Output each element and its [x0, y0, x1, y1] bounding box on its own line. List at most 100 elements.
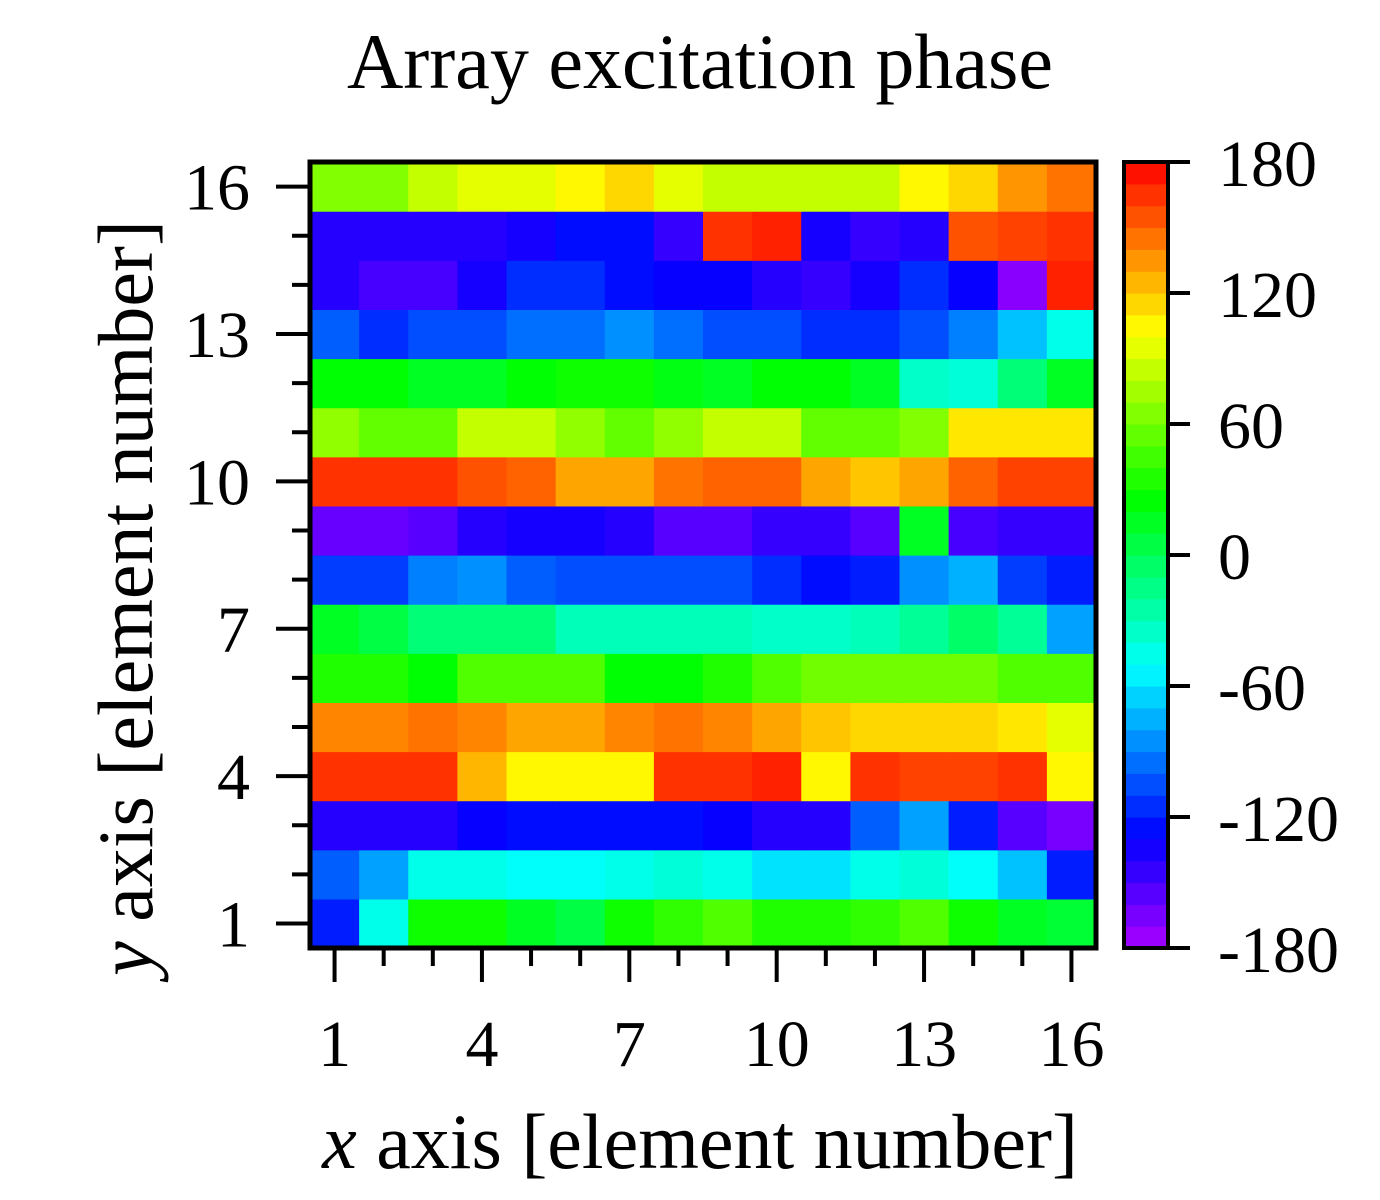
colorbar-segment: [1124, 162, 1168, 185]
heatmap-cell: [359, 211, 409, 261]
heatmap-cell: [506, 653, 557, 703]
heatmap-cell: [1046, 604, 1097, 654]
heatmap-cell: [555, 751, 606, 802]
heatmap-cell: [1046, 702, 1097, 753]
colorbar-tick-label: 120: [1218, 259, 1317, 332]
colorbar-segment: [1124, 314, 1168, 338]
heatmap-cell: [1046, 849, 1097, 900]
x-tick-label: 16: [1038, 1008, 1104, 1081]
heatmap-cell: [653, 309, 704, 360]
colorbar-segment: [1124, 707, 1168, 731]
x-axis: 1 4 7 10 13 16: [318, 948, 1104, 1081]
heatmap-cell: [997, 555, 1048, 605]
heatmap-cell: [1046, 260, 1097, 310]
heatmap-cell: [1046, 358, 1097, 409]
heatmap-cell: [801, 653, 851, 703]
colorbar-segment: [1124, 664, 1168, 687]
heatmap-cell: [359, 800, 409, 851]
colorbar-segment: [1124, 555, 1168, 578]
heatmap-cell: [359, 456, 409, 507]
y-tick-label: 4: [217, 741, 250, 814]
heatmap-cell: [850, 162, 901, 212]
heatmap-cell: [408, 309, 458, 360]
heatmap-cell: [801, 751, 851, 802]
heatmap-cell: [899, 800, 950, 851]
heatmap-cell: [310, 211, 360, 261]
colorbar-segment: [1124, 402, 1168, 425]
heatmap-cell: [457, 604, 508, 654]
heatmap-cell: [310, 800, 360, 851]
heatmap-cell: [703, 358, 753, 409]
heatmap-cell: [457, 456, 508, 507]
heatmap-cell: [506, 162, 557, 212]
heatmap-cell: [948, 260, 999, 310]
colorbar-segment: [1124, 838, 1168, 862]
heatmap-cell: [703, 162, 753, 212]
y-tick-label: 7: [217, 594, 250, 667]
heatmap-cell: [653, 604, 704, 654]
heatmap-cell: [506, 407, 557, 458]
heatmap-cell: [359, 849, 409, 900]
heatmap-cell: [703, 309, 753, 360]
heatmap-cell: [801, 358, 851, 409]
heatmap-cell: [899, 260, 950, 310]
heatmap-cell: [408, 702, 458, 753]
heatmap-cell: [653, 849, 704, 900]
heatmap-cell: [359, 898, 409, 949]
colorbar-segment: [1124, 445, 1168, 469]
heatmap-cell: [948, 702, 999, 753]
heatmap-cell: [899, 702, 950, 753]
colorbar: [1124, 162, 1168, 949]
heatmap-cell: [850, 849, 901, 900]
heatmap-cell: [899, 604, 950, 654]
heatmap-cell: [801, 800, 851, 851]
heatmap-cell: [555, 849, 606, 900]
heatmap-cell: [850, 898, 901, 949]
y-axis-label-rest: axis [element number]: [82, 220, 169, 941]
heatmap-cell: [653, 505, 704, 556]
heatmap-cell: [408, 849, 458, 900]
heatmap-cell: [703, 653, 753, 703]
heatmap-cell: [850, 211, 901, 261]
heatmap-cell: [604, 260, 655, 310]
heatmap-cell: [359, 162, 409, 212]
y-axis: 1 4 7 10 13 16: [184, 152, 310, 961]
heatmap-cell: [850, 358, 901, 409]
heatmap-cell: [948, 653, 999, 703]
heatmap-cell: [899, 407, 950, 458]
heatmap-cell: [310, 751, 360, 802]
heatmap-cell: [604, 604, 655, 654]
y-tick-label: 16: [184, 152, 250, 225]
heatmap-cell: [457, 653, 508, 703]
heatmap-cell: [604, 456, 655, 507]
heatmap-cell: [1046, 898, 1097, 949]
heatmap-cell: [703, 555, 753, 605]
heatmap-cell: [997, 849, 1048, 900]
heatmap-cell: [801, 555, 851, 605]
heatmap-cell: [948, 751, 999, 802]
heatmap-cell: [604, 800, 655, 851]
heatmap-cell: [997, 653, 1048, 703]
heatmap-cell: [948, 162, 999, 212]
heatmap-cell: [653, 702, 704, 753]
heatmap-cell: [555, 653, 606, 703]
heatmap-cell: [801, 604, 851, 654]
heatmap-cell: [703, 898, 753, 949]
heatmap-cell: [1046, 555, 1097, 605]
heatmap-cell: [801, 309, 851, 360]
colorbar-tick-label: -120: [1218, 783, 1339, 856]
heatmap-cell: [555, 898, 606, 949]
heatmap-cell: [752, 407, 802, 458]
heatmap-cell: [752, 505, 802, 556]
chart-title: Array excitation phase: [347, 18, 1053, 105]
heatmap-cell: [408, 211, 458, 261]
heatmap-cell: [604, 162, 655, 212]
heatmap-cell: [850, 456, 901, 507]
heatmap-cell: [752, 309, 802, 360]
heatmap-cell: [850, 702, 901, 753]
heatmap-cell: [653, 555, 704, 605]
colorbar-segment: [1124, 751, 1168, 774]
y-tick-label: 13: [184, 299, 250, 372]
heatmap-cell: [310, 162, 360, 212]
heatmap-cell: [506, 702, 557, 753]
